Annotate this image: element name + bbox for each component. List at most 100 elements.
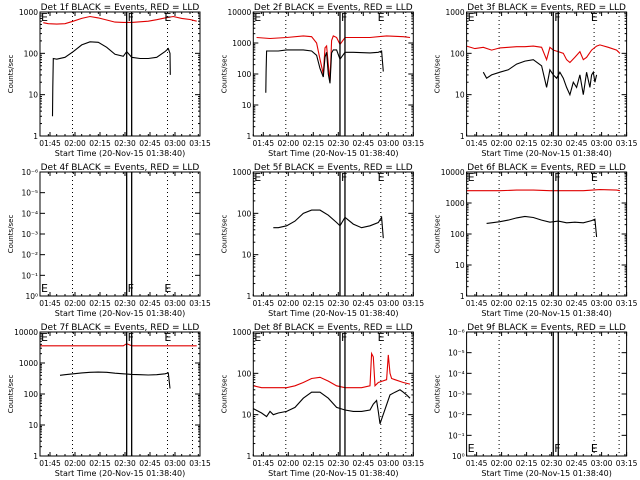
y-tick-label: 100 xyxy=(237,209,252,218)
series-line-events xyxy=(273,209,384,239)
x-tick-label: 02:00 xyxy=(277,299,299,308)
x-tick-label: 03:00 xyxy=(591,139,613,148)
x-tick-label: 02:30 xyxy=(541,459,563,468)
plot-title: Det 7f BLACK = Events, RED = LLD xyxy=(41,323,200,333)
event-marker-f: F xyxy=(128,331,134,344)
x-axis-label: Start Time (20-Nov-15 01:38:40) xyxy=(268,469,398,478)
y-tick-label: 10 xyxy=(28,91,38,100)
y-tick-label: 1000 xyxy=(232,39,251,48)
y-tick-label: 10 xyxy=(455,91,465,100)
x-tick-label: 02:00 xyxy=(64,299,86,308)
x-tick-label: 02:15 xyxy=(89,459,111,468)
x-tick-label: 03:15 xyxy=(402,299,424,308)
x-tick-label: 01:45 xyxy=(252,459,274,468)
event-marker-f: F xyxy=(554,442,560,455)
event-marker-e: E xyxy=(591,171,598,184)
series-line-events xyxy=(59,371,171,389)
x-tick-label: 02:45 xyxy=(352,139,374,148)
y-tick-label: 10⁻⁵ xyxy=(448,349,465,358)
x-tick-label: 03:15 xyxy=(189,459,211,468)
plot-title: Det 9f BLACK = Events, RED = LLD xyxy=(467,323,626,333)
y-axis-label: Counts/sec xyxy=(7,55,15,94)
plot-frame xyxy=(466,171,628,297)
y-tick-label: 10 xyxy=(455,261,465,270)
series-line-lld xyxy=(40,343,197,347)
x-tick-label: 02:30 xyxy=(327,299,349,308)
plot-title: Det 2f BLACK = Events, RED = LLD xyxy=(254,3,413,13)
y-tick-label: 10⁻¹ xyxy=(21,271,38,280)
plot-title: Det 1f BLACK = Events, RED = LLD xyxy=(41,3,200,13)
x-tick-label: 02:15 xyxy=(516,139,538,148)
event-marker-e: E xyxy=(164,282,171,295)
y-tick-label: 10⁻⁴ xyxy=(448,369,465,378)
y-tick-label: 1 xyxy=(460,132,465,141)
y-tick-label: 10000 xyxy=(441,168,465,177)
y-tick-label: 100 xyxy=(24,390,39,399)
plot-frame xyxy=(39,11,201,137)
x-tick-label: 01:45 xyxy=(39,139,61,148)
y-tick-label: 10000 xyxy=(14,328,38,337)
x-tick-label: 03:15 xyxy=(616,459,638,468)
x-tick-label: 02:45 xyxy=(566,299,588,308)
x-tick-label: 02:00 xyxy=(64,459,86,468)
series-line-events xyxy=(51,41,171,117)
x-tick-label: 03:00 xyxy=(164,299,186,308)
x-tick-label: 02:30 xyxy=(114,459,136,468)
plot-title: Det 3f BLACK = Events, RED = LLD xyxy=(467,3,626,13)
y-tick-label: 1 xyxy=(247,452,252,461)
x-tick-label: 02:45 xyxy=(352,299,374,308)
event-marker-e: E xyxy=(254,11,261,24)
x-tick-label: 01:45 xyxy=(252,139,274,148)
x-tick-label: 02:15 xyxy=(516,299,538,308)
y-tick-label: 10⁻² xyxy=(21,251,38,260)
y-tick-label: 1 xyxy=(247,132,252,141)
x-tick-label: 01:45 xyxy=(466,299,488,308)
plot-frame xyxy=(39,171,201,297)
plot-panel-2f: Det 2f BLACK = Events, RED = LLD Counts/s… xyxy=(220,3,424,158)
plot-panel-7f: Det 7f BLACK = Events, RED = LLD Counts/s… xyxy=(7,323,211,478)
event-marker-e: E xyxy=(164,11,171,24)
x-tick-label: 02:15 xyxy=(516,459,538,468)
x-tick-label: 03:15 xyxy=(616,139,638,148)
y-axis-label: Counts/sec xyxy=(220,375,228,414)
plot-panel-1f: Det 1f BLACK = Events, RED = LLD Counts/s… xyxy=(7,3,211,158)
plot-title: Det 4f BLACK = Events, RED = LLD xyxy=(41,163,200,173)
series-line-lld xyxy=(43,15,197,25)
y-tick-label: 1000 xyxy=(232,328,251,337)
y-tick-label: 10⁻⁴ xyxy=(21,209,38,218)
x-axis-label: Start Time (20-Nov-15 01:38:40) xyxy=(481,309,611,318)
x-tick-label: 01:45 xyxy=(466,459,488,468)
x-tick-label: 03:15 xyxy=(402,139,424,148)
x-axis-label: Start Time (20-Nov-15 01:38:40) xyxy=(268,309,398,318)
y-axis-label: Counts/sec xyxy=(7,215,15,254)
event-marker-e: E xyxy=(254,331,261,344)
x-axis-label: Start Time (20-Nov-15 01:38:40) xyxy=(481,469,611,478)
event-marker-e: E xyxy=(41,331,48,344)
y-axis-label: Counts/sec xyxy=(434,215,442,254)
series-line-events xyxy=(482,59,598,97)
x-tick-label: 02:00 xyxy=(277,139,299,148)
x-tick-label: 01:45 xyxy=(252,299,274,308)
event-marker-f: F xyxy=(341,11,347,24)
x-tick-label: 01:45 xyxy=(466,139,488,148)
y-tick-label: 10⁰ xyxy=(452,452,465,461)
event-marker-f: F xyxy=(341,171,347,184)
series-line-events xyxy=(486,215,598,238)
x-tick-label: 02:45 xyxy=(139,299,161,308)
y-tick-label: 1 xyxy=(33,132,38,141)
x-tick-label: 02:15 xyxy=(89,139,111,148)
x-tick-label: 02:30 xyxy=(541,299,563,308)
x-axis-label: Start Time (20-Nov-15 01:38:40) xyxy=(481,149,611,158)
y-axis-label: Counts/sec xyxy=(220,215,228,254)
y-axis-label: Counts/sec xyxy=(220,55,228,94)
x-tick-label: 03:00 xyxy=(164,459,186,468)
plot-frame xyxy=(252,171,414,297)
y-tick-label: 10⁻³ xyxy=(21,230,38,239)
y-tick-label: 10⁻² xyxy=(448,411,465,420)
event-marker-e: E xyxy=(41,282,48,295)
x-tick-label: 02:15 xyxy=(302,139,324,148)
event-marker-e: E xyxy=(378,11,385,24)
y-tick-label: 10⁻⁶ xyxy=(448,328,465,337)
x-tick-label: 01:45 xyxy=(39,459,61,468)
